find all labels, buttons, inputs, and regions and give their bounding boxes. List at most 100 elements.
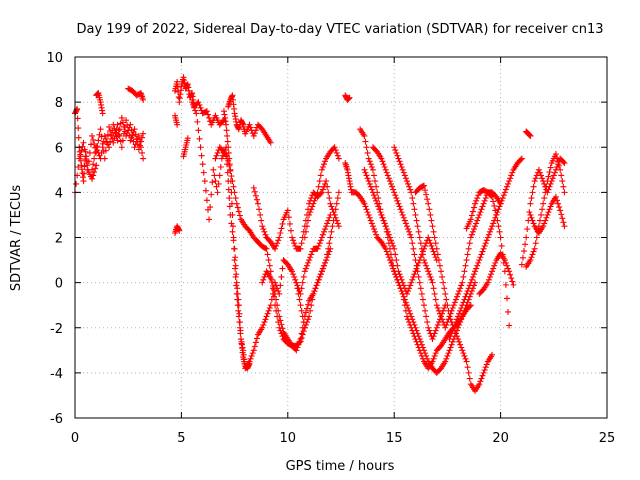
data-point bbox=[405, 180, 412, 187]
series-sat-21 bbox=[361, 166, 440, 297]
data-point bbox=[236, 319, 243, 326]
data-point bbox=[379, 214, 386, 221]
data-point bbox=[364, 149, 371, 156]
data-point bbox=[479, 203, 486, 210]
data-point bbox=[294, 344, 301, 351]
data-point bbox=[309, 203, 316, 210]
data-point bbox=[399, 279, 406, 286]
data-point bbox=[431, 352, 438, 359]
data-point bbox=[524, 226, 531, 233]
data-point bbox=[267, 302, 274, 309]
data-point bbox=[80, 139, 87, 146]
data-point bbox=[400, 169, 407, 176]
data-point bbox=[508, 172, 515, 179]
data-point bbox=[530, 248, 537, 255]
data-point bbox=[277, 282, 284, 289]
data-point bbox=[491, 262, 498, 269]
data-point bbox=[110, 121, 117, 128]
data-point bbox=[214, 149, 221, 156]
data-point bbox=[521, 248, 528, 255]
data-point bbox=[261, 319, 268, 326]
data-point bbox=[270, 286, 277, 293]
data-point bbox=[196, 101, 203, 108]
data-point bbox=[467, 216, 474, 223]
data-point bbox=[124, 130, 131, 137]
data-point bbox=[396, 203, 403, 210]
data-point bbox=[212, 178, 219, 185]
data-point bbox=[327, 200, 334, 207]
data-point bbox=[305, 217, 312, 224]
data-point bbox=[403, 313, 410, 320]
data-point bbox=[235, 208, 242, 215]
data-point bbox=[542, 217, 549, 224]
data-point bbox=[370, 192, 377, 199]
data-point bbox=[399, 211, 406, 218]
data-point bbox=[478, 206, 485, 213]
data-point bbox=[127, 137, 134, 144]
data-point bbox=[319, 186, 326, 193]
data-point bbox=[484, 234, 491, 241]
data-point bbox=[460, 273, 467, 280]
data-point bbox=[274, 285, 281, 292]
data-point bbox=[408, 279, 415, 286]
data-point bbox=[424, 196, 431, 203]
data-point bbox=[462, 293, 469, 300]
data-point bbox=[212, 155, 219, 162]
data-point bbox=[299, 331, 306, 338]
data-point bbox=[396, 271, 403, 278]
data-point bbox=[174, 78, 181, 85]
data-point bbox=[365, 155, 372, 162]
data-point bbox=[368, 163, 375, 170]
data-point bbox=[200, 169, 207, 176]
data-point bbox=[310, 290, 317, 297]
data-point bbox=[224, 132, 231, 139]
data-point bbox=[315, 183, 322, 190]
data-point bbox=[527, 257, 534, 264]
data-point bbox=[246, 121, 253, 128]
data-point bbox=[208, 191, 215, 198]
data-point bbox=[451, 299, 458, 306]
data-point bbox=[455, 290, 462, 297]
data-point bbox=[423, 313, 430, 320]
data-point bbox=[275, 237, 282, 244]
data-point bbox=[438, 268, 445, 275]
data-point bbox=[276, 234, 283, 241]
data-point bbox=[326, 195, 333, 202]
y-tick-label: -6 bbox=[50, 412, 63, 427]
data-point bbox=[369, 189, 376, 196]
data-point bbox=[233, 290, 240, 297]
data-point bbox=[465, 369, 472, 376]
data-point bbox=[328, 203, 335, 210]
data-point bbox=[449, 327, 456, 334]
data-point bbox=[193, 110, 200, 117]
data-point bbox=[373, 183, 380, 190]
data-point bbox=[226, 195, 233, 202]
x-tick-label: 0 bbox=[71, 431, 79, 446]
data-point bbox=[442, 358, 449, 365]
data-point bbox=[462, 355, 469, 362]
data-point bbox=[540, 223, 547, 230]
data-point bbox=[430, 285, 437, 292]
series-sat-16 bbox=[293, 189, 342, 331]
data-point bbox=[535, 166, 542, 173]
data-point bbox=[361, 132, 368, 139]
data-point bbox=[317, 271, 324, 278]
data-point bbox=[301, 268, 308, 275]
data-point bbox=[73, 180, 80, 187]
data-point bbox=[430, 333, 437, 340]
data-point bbox=[303, 223, 310, 230]
data-point bbox=[531, 178, 538, 185]
data-point bbox=[500, 192, 507, 199]
data-point bbox=[473, 265, 480, 272]
data-point bbox=[414, 268, 421, 275]
data-point bbox=[230, 234, 237, 241]
data-point bbox=[422, 259, 429, 266]
data-point bbox=[346, 94, 353, 101]
data-point bbox=[443, 355, 450, 362]
data-point bbox=[129, 132, 136, 139]
data-point bbox=[561, 189, 568, 196]
data-point bbox=[443, 296, 450, 303]
data-point bbox=[505, 180, 512, 187]
data-point bbox=[110, 139, 117, 146]
data-point bbox=[400, 282, 407, 289]
